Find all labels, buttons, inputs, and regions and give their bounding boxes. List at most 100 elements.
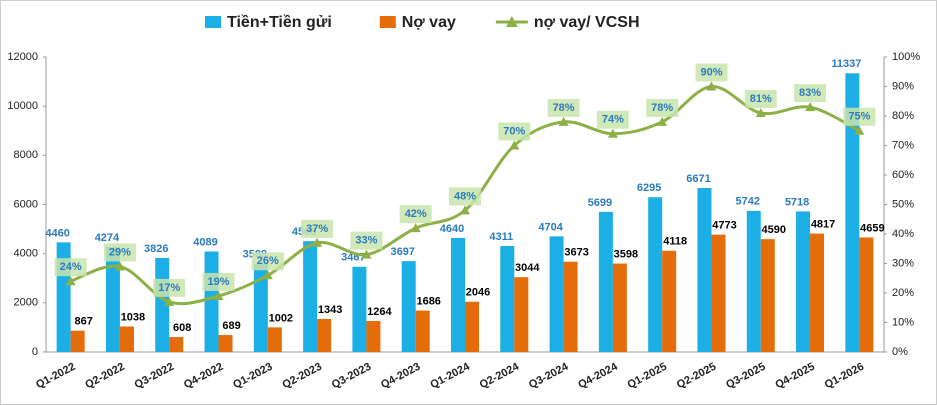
bar-label: 5742 bbox=[736, 196, 760, 208]
line-marker bbox=[114, 261, 125, 271]
line-marker bbox=[213, 290, 224, 300]
bar bbox=[711, 234, 726, 352]
bar-label: 4118 bbox=[663, 236, 687, 248]
bar bbox=[859, 237, 874, 352]
line-label-box bbox=[153, 278, 186, 297]
bar-label: 4311 bbox=[489, 231, 513, 243]
bar bbox=[401, 261, 416, 352]
legend-label: Nợ vay bbox=[402, 14, 456, 31]
y2-tick-label: 90% bbox=[892, 80, 914, 92]
y2-tick-label: 70% bbox=[892, 139, 914, 151]
line-label-box bbox=[350, 231, 383, 250]
line-marker bbox=[657, 116, 668, 126]
y-tick-label: 12000 bbox=[7, 51, 38, 63]
y-tick-label: 4000 bbox=[14, 248, 38, 260]
bar-label: 5718 bbox=[785, 196, 809, 208]
line-marker bbox=[262, 270, 273, 280]
bar bbox=[119, 326, 134, 352]
y2-tick-label: 50% bbox=[892, 198, 914, 210]
line-marker bbox=[509, 140, 520, 150]
bar-label: 6295 bbox=[637, 182, 661, 194]
y-tick-label: 0 bbox=[32, 346, 38, 358]
line-label-box bbox=[744, 90, 777, 109]
y-tick-label: 8000 bbox=[14, 149, 38, 161]
bar bbox=[662, 250, 677, 352]
line-marker bbox=[706, 81, 717, 91]
line-label: 33% bbox=[355, 235, 377, 247]
bar bbox=[760, 239, 775, 352]
bar bbox=[612, 263, 627, 352]
line-label: 70% bbox=[503, 125, 525, 137]
line-label-box bbox=[202, 272, 235, 291]
bar bbox=[451, 237, 465, 352]
bar-label: 5699 bbox=[588, 197, 612, 209]
y2-tick-label: 60% bbox=[892, 169, 914, 181]
bar bbox=[169, 337, 184, 352]
line-label-box bbox=[498, 122, 531, 141]
bar-label: 4659 bbox=[860, 222, 884, 234]
bar bbox=[845, 73, 860, 352]
bar bbox=[415, 310, 430, 352]
line-label: 81% bbox=[750, 93, 772, 105]
bar-label: 1002 bbox=[269, 312, 293, 324]
bar bbox=[105, 246, 120, 352]
bar-label: 4590 bbox=[762, 224, 786, 236]
bar bbox=[465, 301, 479, 352]
line-label: 78% bbox=[553, 102, 575, 114]
bar-label: 1686 bbox=[416, 295, 440, 307]
y-tick-label: 6000 bbox=[14, 198, 38, 210]
bar bbox=[810, 233, 825, 352]
line-marker bbox=[558, 116, 569, 126]
bar bbox=[218, 335, 233, 352]
bar-label: 2046 bbox=[466, 287, 490, 299]
line-marker bbox=[65, 276, 76, 286]
y2-tick-label: 0% bbox=[892, 346, 908, 358]
bar bbox=[267, 327, 282, 352]
bar-label: 3826 bbox=[144, 243, 168, 255]
line-label: 75% bbox=[848, 111, 870, 123]
bar-label: 4460 bbox=[45, 227, 69, 239]
legend-swatch bbox=[379, 16, 396, 28]
legend-label: Tiền+Tiền gửi bbox=[227, 14, 332, 31]
bar bbox=[204, 251, 219, 352]
line-label: 17% bbox=[158, 282, 180, 294]
bar-label: 3598 bbox=[614, 248, 638, 260]
y2-tick-label: 20% bbox=[892, 287, 914, 299]
line-label: 26% bbox=[257, 255, 279, 267]
bar-label: 1264 bbox=[367, 306, 392, 318]
line-label: 42% bbox=[405, 208, 427, 220]
line-label: 24% bbox=[60, 261, 82, 273]
bar bbox=[598, 211, 613, 352]
bar-label: 4640 bbox=[440, 223, 464, 235]
y2-tick-label: 80% bbox=[892, 110, 914, 122]
bar bbox=[500, 246, 515, 352]
line-label: 90% bbox=[700, 66, 722, 78]
bar bbox=[70, 330, 85, 352]
bar bbox=[648, 197, 663, 352]
bar-label: 3673 bbox=[564, 247, 588, 259]
y-tick-label: 10000 bbox=[7, 100, 38, 112]
bar bbox=[514, 277, 529, 352]
line-label: 74% bbox=[602, 114, 624, 126]
line-label-box bbox=[794, 84, 827, 103]
bar bbox=[697, 188, 712, 352]
bar-label: 4704 bbox=[538, 221, 563, 233]
bar-label: 11337 bbox=[831, 58, 861, 70]
bar bbox=[253, 263, 268, 352]
line-marker bbox=[410, 223, 421, 233]
line-marker bbox=[854, 125, 865, 135]
bar-label: 3044 bbox=[515, 262, 540, 274]
line-label-box bbox=[251, 252, 284, 271]
line-label-box bbox=[54, 258, 87, 277]
line-label: 48% bbox=[454, 190, 476, 202]
line-label-box bbox=[646, 98, 679, 117]
bar-label: 4089 bbox=[193, 236, 217, 248]
line-marker bbox=[361, 249, 372, 259]
y2-tick-label: 100% bbox=[892, 51, 920, 63]
line-label-box bbox=[449, 187, 481, 206]
bar bbox=[549, 236, 564, 352]
line-label: 29% bbox=[109, 246, 131, 258]
line-marker bbox=[805, 102, 816, 112]
bar-label: 4274 bbox=[95, 232, 120, 244]
